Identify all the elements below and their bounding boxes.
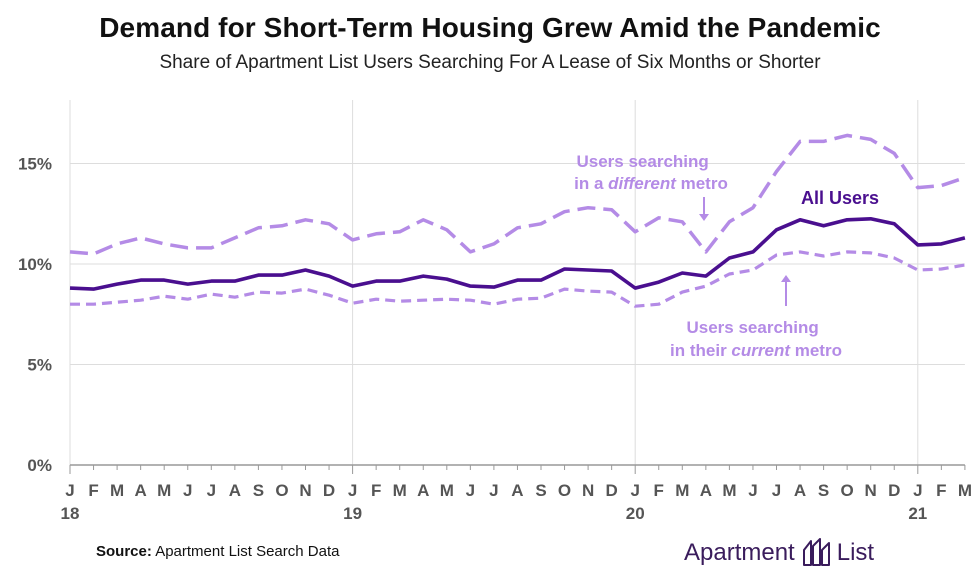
x-tick-label-0: J [65,481,74,500]
x-tick-label-28: M [722,481,736,500]
y-tick-label-3: 15% [18,155,52,174]
x-tick-label-30: J [772,481,781,500]
x-year-label-3: 21 [908,504,927,523]
x-tick-label-26: M [675,481,689,500]
x-tick-label-14: M [393,481,407,500]
x-tick-label-20: S [535,481,546,500]
y-tick-label-1: 5% [27,356,52,375]
grid-layer [69,100,966,474]
annotation-different-metro: Users searching in a different metro [574,152,728,193]
x-tick-label-29: J [748,481,757,500]
source-note: Source: Apartment List Search Data [96,543,339,560]
series-layer [69,133,966,308]
x-tick-label-22: N [582,481,594,500]
x-tick-label-13: F [371,481,381,500]
annotation-current-line2: in their current metro [670,341,842,360]
x-tick-label-27: A [700,481,712,500]
brand-logo: Apartment List [684,535,874,571]
chart-subtitle: Share of Apartment List Users Searching … [159,52,821,73]
annotation-current-metro: Users searching in their current metro [670,318,842,360]
brand-name-right: List [836,539,875,566]
annotation-different-arrowhead [699,214,709,221]
x-tick-label-33: O [841,481,854,500]
x-tick-label-16: M [440,481,454,500]
x-tick-label-3: A [135,481,147,500]
x-tick-label-15: A [417,481,429,500]
x-year-label-0: 18 [61,504,80,523]
x-tick-label-4: M [157,481,171,500]
annotation-layer: Users searching in a different metro All… [574,152,879,360]
x-tick-label-24: J [630,481,639,500]
x-year-label-1: 19 [343,504,362,523]
annotation-current-arrowhead [781,275,791,282]
source-text: Apartment List Search Data [155,543,340,560]
x-tick-label-7: A [229,481,241,500]
x-tick-label-19: A [511,481,523,500]
source-label: Source: [96,543,152,560]
x-axis-labels: J F M A M J J A S O N D J F M A M J J A S O N D J F M A M J J A S O N D J F M1… [61,481,972,523]
x-year-label-2: 20 [626,504,645,523]
y-tick-label-2: 10% [18,255,52,274]
series-line-different-metro [69,133,966,256]
x-tick-label-11: D [323,481,335,500]
y-tick-label-0: 0% [27,456,52,475]
x-tick-label-6: J [207,481,216,500]
x-tick-label-18: J [489,481,498,500]
annotation-all-users: All Users [801,188,879,208]
x-tick-label-1: F [88,481,98,500]
series-line-all-users [69,217,966,291]
annotation-different-suffix: metro [676,174,728,193]
apartment-list-logo-icon [802,538,830,566]
x-tick-label-21: O [558,481,571,500]
x-tick-label-37: F [936,481,946,500]
x-tick-label-23: D [606,481,618,500]
x-tick-label-5: J [183,481,192,500]
x-tick-label-35: D [888,481,900,500]
x-tick-label-32: S [818,481,829,500]
x-tick-label-25: F [654,481,664,500]
x-tick-label-34: N [865,481,877,500]
annotation-current-suffix: metro [790,341,842,360]
x-tick-label-12: J [348,481,357,500]
annotation-different-prefix: in a [574,174,608,193]
x-tick-label-31: A [794,481,806,500]
annotation-different-line1: Users searching [576,152,708,171]
x-tick-label-17: J [466,481,475,500]
series-line-current-metro [70,250,966,308]
x-tick-label-8: S [253,481,264,500]
x-tick-label-10: N [299,481,311,500]
annotation-different-line2: in a different metro [574,174,728,193]
x-tick-label-2: M [110,481,124,500]
annotation-current-line1: Users searching [686,318,818,337]
annotation-current-emphasis: current [731,341,791,360]
chart-title: Demand for Short-Term Housing Grew Amid … [99,12,881,43]
x-tick-label-9: O [275,481,288,500]
brand-name-left: Apartment [684,539,795,566]
y-axis-labels: 0% 5% 10% 15% [18,155,52,476]
x-tick-label-36: J [913,481,922,500]
annotation-different-emphasis: different [608,174,677,193]
x-tick-label-38: M [958,481,972,500]
annotation-current-prefix: in their [670,341,731,360]
